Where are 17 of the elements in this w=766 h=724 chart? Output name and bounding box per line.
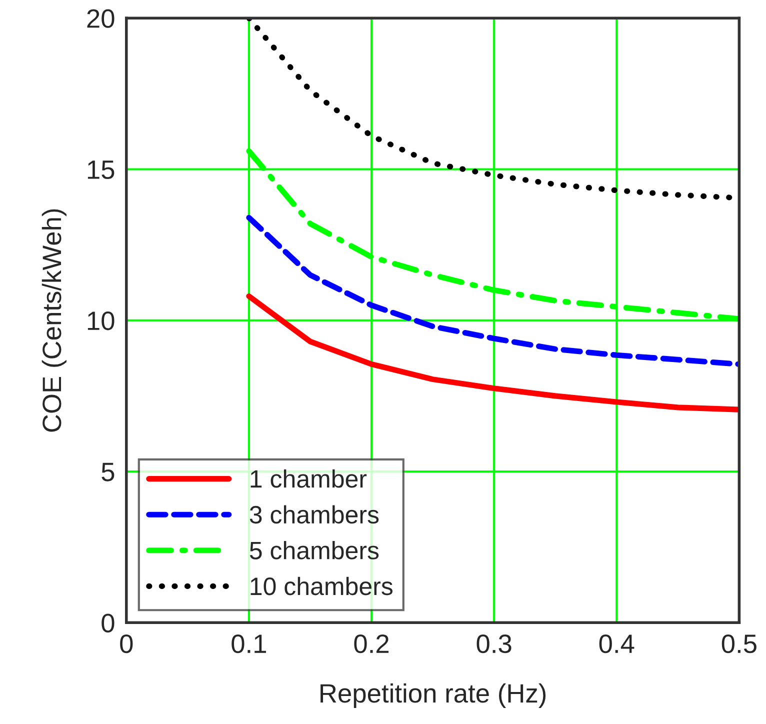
x-tick-label: 0.3 [476, 634, 512, 654]
x-tick-label: 0.1 [232, 634, 266, 654]
x-axis-title: Repetition rate (Hz) [320, 683, 546, 708]
y-tick-label: 10 [88, 312, 114, 330]
x-tick-label: 0.5 [722, 634, 756, 654]
x-tick-label: 0.4 [599, 634, 634, 654]
y-tick-label: 5 [102, 462, 114, 482]
y-tick-label: 0 [102, 614, 114, 632]
y-tick-label: 15 [88, 160, 114, 180]
x-tick-label: 0 [120, 634, 133, 654]
legend-label: 5 chambers [250, 541, 379, 560]
y-axis-title: COE (Cents/kWeh) [42, 209, 66, 432]
legend-label: 1 chamber [250, 469, 367, 488]
legend-label: 10 chambers [250, 576, 393, 596]
y-tick-label: 20 [87, 9, 114, 28]
legend-label: 3 chambers [250, 505, 379, 524]
x-tick-label: 0.2 [354, 634, 389, 654]
